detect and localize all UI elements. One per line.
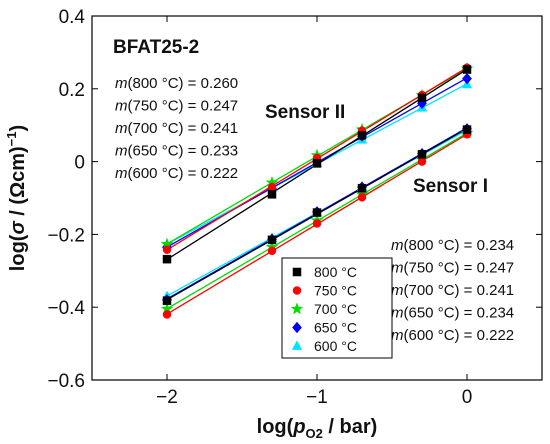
data-point (357, 131, 367, 140)
x-tick-label: −1 (306, 387, 328, 408)
slope-annotation: m(650 °C) = 0.233 (115, 143, 238, 160)
legend-marker (292, 267, 302, 277)
slope-annotation: m(800 °C) = 0.260 (115, 75, 238, 92)
slope-annotation: m(800 °C) = 0.234 (391, 237, 514, 254)
data-point (357, 193, 367, 202)
sensor-ii-label: Sensor II (265, 102, 345, 123)
data-point (312, 159, 322, 168)
data-point (162, 254, 172, 264)
data-point (312, 208, 322, 217)
legend: 800 °C 750 °C 700 °C 650 °C 600 °C (281, 257, 393, 359)
legend-marker (290, 302, 304, 315)
data-point (462, 72, 472, 85)
y-axis-title: log(σ / (Ωcm)−1) (4, 125, 29, 271)
y-tick-label: 0.2 (59, 80, 85, 101)
legend-label: 700 °C (314, 301, 357, 317)
y-tick-label: −0.2 (47, 225, 85, 246)
sensor-i-label: Sensor I (413, 176, 488, 197)
y-tick-label: 0.4 (59, 7, 86, 28)
y-tick-label: −0.4 (47, 298, 85, 319)
legend-marker (292, 321, 302, 334)
y-tick-label: 0 (74, 153, 85, 174)
slope-annotation: m(750 °C) = 0.247 (391, 260, 514, 277)
data-point (162, 296, 172, 305)
legend-label: 800 °C (314, 264, 357, 280)
data-point (162, 310, 172, 319)
data-point (267, 246, 277, 256)
legend-marker (292, 286, 302, 295)
data-point (417, 93, 427, 103)
axis-ticks: −2 −1 0 −0.6 −0.4 −0.2 0 0.2 0.4 (47, 7, 542, 408)
slope-annotation: m(700 °C) = 0.241 (391, 282, 514, 299)
sensor-ii-slope-list: m(800 °C) = 0.260 m(750 °C) = 0.247 m(700 … (115, 75, 238, 182)
slope-annotation: m(600 °C) = 0.222 (391, 327, 514, 344)
slope-annotation: m(700 °C) = 0.241 (115, 120, 238, 137)
data-point (267, 182, 277, 192)
data-point (462, 65, 472, 74)
slope-annotation: m(750 °C) = 0.247 (115, 98, 238, 115)
y-tick-label: −0.6 (47, 371, 85, 392)
data-point (462, 125, 472, 134)
x-axis-title: log(pO2 / bar) (257, 416, 378, 441)
slope-annotation: m(650 °C) = 0.234 (391, 305, 514, 322)
legend-marker (291, 340, 303, 350)
x-tick-label: 0 (462, 387, 473, 408)
slope-annotation: m(600 °C) = 0.222 (115, 165, 238, 182)
legend-label: 650 °C (314, 320, 357, 336)
data-markers (160, 62, 474, 319)
x-tick-label: −2 (156, 387, 178, 408)
data-point (417, 157, 427, 166)
sensor-i-slope-list: m(800 °C) = 0.234 m(750 °C) = 0.247 m(700 … (391, 237, 514, 344)
chart-title: BFAT25-2 (113, 37, 199, 58)
data-point (417, 150, 427, 159)
data-point (357, 183, 367, 193)
legend-label: 600 °C (314, 338, 357, 354)
data-point (162, 245, 172, 254)
data-point (267, 235, 277, 245)
data-point (267, 190, 277, 199)
data-point (312, 219, 322, 228)
legend-label: 750 °C (314, 283, 357, 299)
